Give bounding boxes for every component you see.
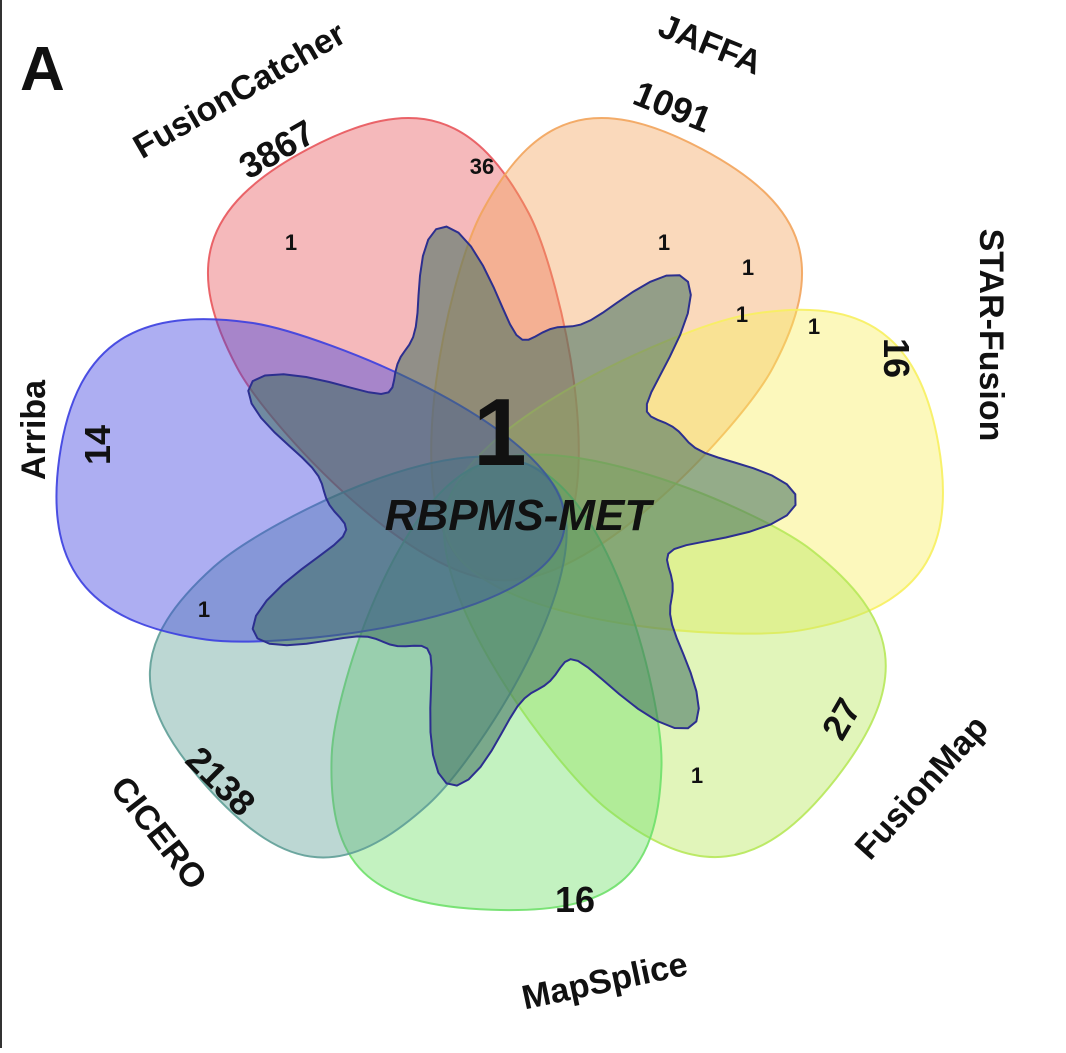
set-label-arriba: Arriba xyxy=(15,379,53,480)
set-label-mapsplice: MapSplice xyxy=(519,945,691,1017)
panel-label: A xyxy=(20,35,65,104)
intersection-count: 1 xyxy=(742,255,754,280)
count-arriba-unique: 14 xyxy=(77,425,118,465)
set-label-star-fusion: STAR-Fusion xyxy=(972,229,1010,442)
inner-shape-layer xyxy=(247,225,797,787)
intersection-count: 1 xyxy=(658,230,670,255)
set-label-cicero: CICERO xyxy=(103,769,214,897)
intersection-count: 1 xyxy=(691,763,703,788)
center-fusion-name: RBPMS-MET xyxy=(385,491,655,540)
center-count: 1 xyxy=(473,379,526,486)
set-label-fusionmap: FusionMap xyxy=(848,708,996,867)
intersection-count: 1 xyxy=(808,314,820,339)
intersection-count: 36 xyxy=(470,154,494,179)
intersection-count: 1 xyxy=(198,597,210,622)
count-star-fusion-unique: 16 xyxy=(876,338,917,378)
left-border xyxy=(0,0,2,1048)
intersection-count: 1 xyxy=(736,302,748,327)
set-label-jaffa: JAFFA xyxy=(653,7,767,83)
all-sets-intersection-region xyxy=(247,225,797,787)
intersection-count: 1 xyxy=(285,230,297,255)
count-mapsplice-unique: 16 xyxy=(555,879,595,920)
